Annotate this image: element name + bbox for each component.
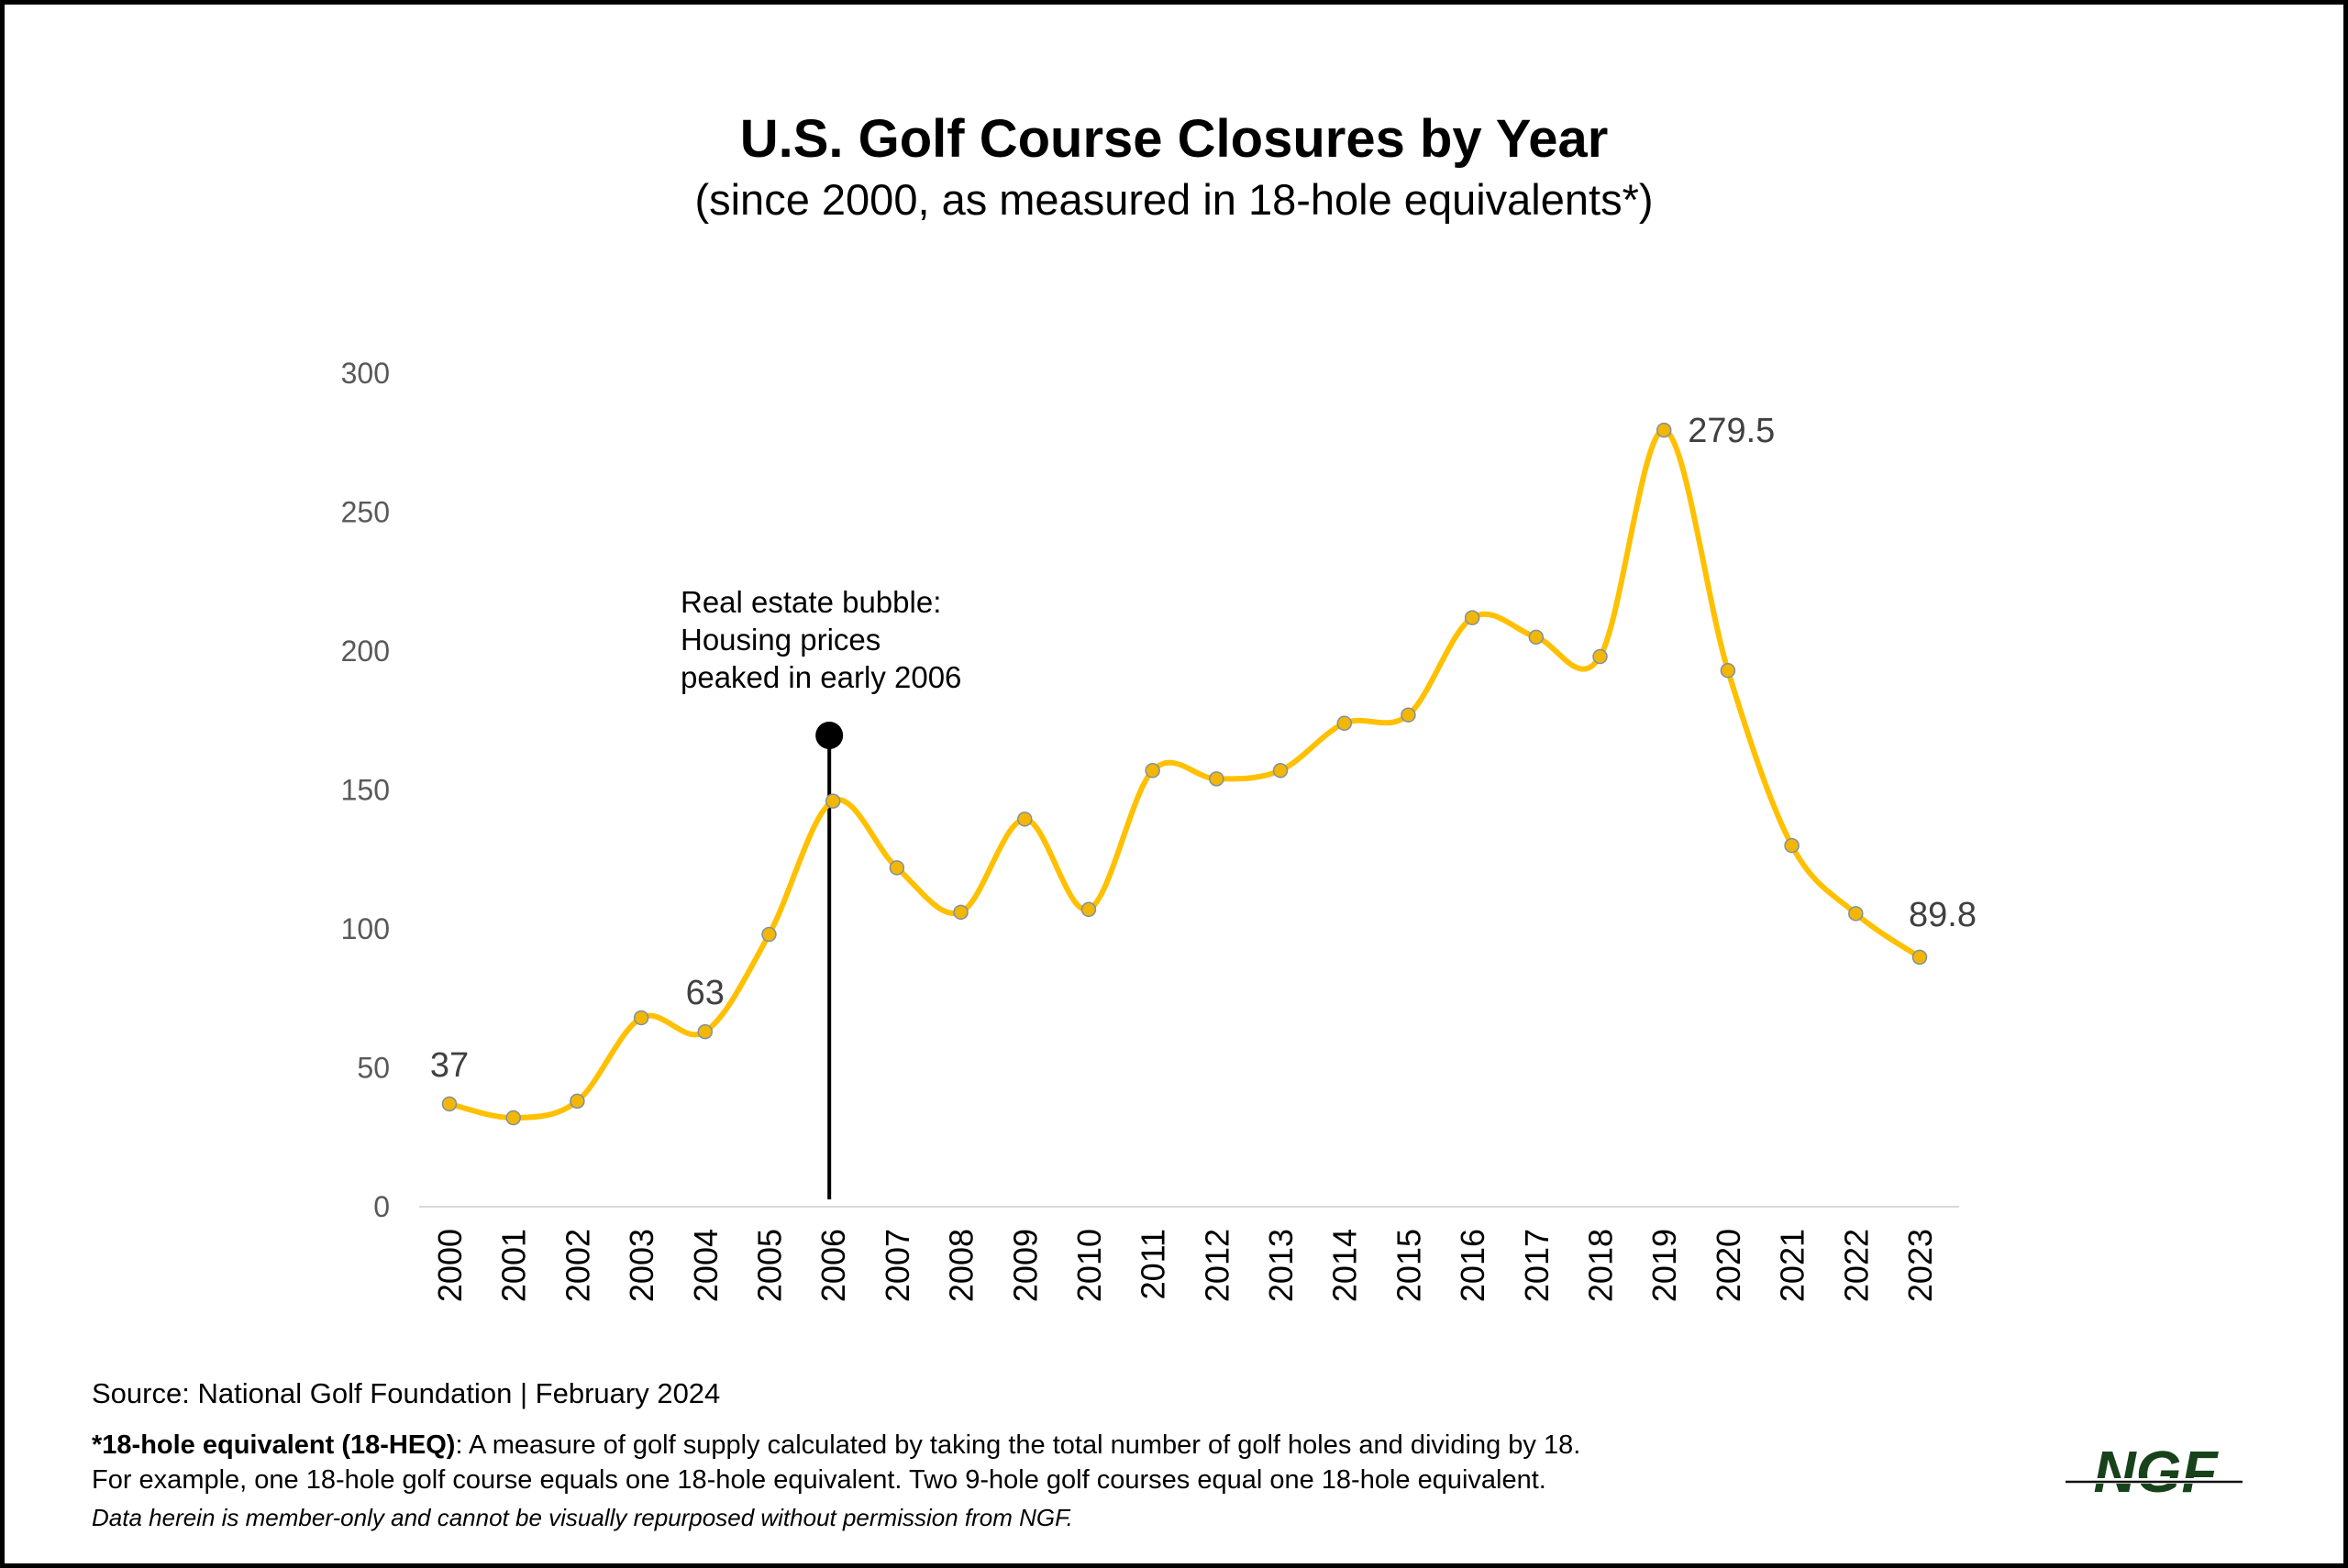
data-point [570, 1093, 585, 1110]
data-point [889, 860, 905, 876]
data-point [1464, 610, 1480, 625]
y-tick-label: 50 [357, 1052, 390, 1085]
data-point [441, 1096, 458, 1112]
data-point [953, 904, 969, 921]
source-note: Source: National Golf Foundation | Febru… [92, 1377, 721, 1409]
data-label: 63 [686, 974, 725, 1012]
data-label: 37 [430, 1046, 469, 1085]
data-point [633, 1010, 649, 1026]
x-tick-label: 2007 [879, 1229, 916, 1302]
chart-title: U.S. Golf Course Closures by Year [739, 109, 1609, 169]
x-tick-label: 2008 [943, 1229, 980, 1302]
annotation-marker [815, 722, 844, 749]
x-tick-label: 2010 [1070, 1229, 1108, 1302]
series-line [449, 427, 1922, 1121]
x-tick-label: 2022 [1837, 1229, 1875, 1302]
data-point [1145, 763, 1160, 778]
footnote-text: : A measure of golf supply calculated by… [455, 1430, 1581, 1460]
x-tick-label: 2013 [1262, 1229, 1300, 1302]
x-tick-label: 2017 [1518, 1229, 1556, 1302]
data-point [825, 793, 841, 809]
annotation-text: Housing prices [681, 623, 880, 657]
data-point [505, 1110, 521, 1126]
x-tick-label: 2011 [1135, 1229, 1172, 1299]
data-point [1592, 648, 1608, 665]
x-tick-label: 2000 [431, 1229, 469, 1302]
y-tick-label: 0 [373, 1190, 390, 1223]
x-tick-label: 2006 [814, 1229, 852, 1302]
annotation-text: Real estate bubble: [681, 585, 941, 619]
x-tick-label: 2009 [1006, 1229, 1044, 1302]
data-point [1720, 662, 1736, 679]
x-tick-label: 2016 [1454, 1229, 1491, 1302]
footnote-line2: For example, one 18-hole golf course equ… [92, 1465, 1546, 1495]
x-tick-label: 2004 [687, 1229, 725, 1302]
x-tick-label: 2002 [559, 1229, 596, 1302]
ngf-logo-text: NGF [2093, 1444, 2219, 1505]
x-tick-label: 2005 [750, 1229, 788, 1302]
footnote-term: *18-hole equivalent (18-HEQ) [92, 1430, 456, 1460]
x-tick-label: 2023 [1901, 1229, 1939, 1302]
y-tick-label: 150 [341, 774, 390, 807]
x-tick-label: 2019 [1645, 1229, 1683, 1302]
x-tick-label: 2021 [1774, 1229, 1811, 1302]
data-point [1784, 837, 1800, 854]
data-point [1272, 763, 1289, 778]
disclaimer: Data herein is member-only and cannot be… [92, 1504, 1073, 1531]
x-tick-label: 2020 [1710, 1229, 1747, 1302]
y-tick-label: 100 [341, 912, 390, 945]
data-point [1656, 422, 1672, 438]
chart-subtitle: (since 2000, as measured in 18-hole equi… [694, 175, 1654, 224]
data-point [1336, 715, 1352, 732]
data-point [1080, 901, 1097, 918]
data-point [1848, 906, 1864, 922]
data-label: 279.5 [1688, 412, 1775, 450]
ngf-logo: NGF [2066, 1444, 2243, 1505]
x-tick-label: 2012 [1198, 1229, 1235, 1302]
y-tick-label: 300 [341, 357, 390, 390]
x-tick-label: 2015 [1390, 1229, 1427, 1302]
x-tick-label: 2014 [1326, 1229, 1364, 1302]
x-tick-label: 2018 [1582, 1229, 1620, 1302]
data-point [1528, 629, 1545, 646]
x-tick-label: 2003 [623, 1229, 660, 1302]
data-point [697, 1023, 714, 1040]
data-point [1017, 812, 1033, 827]
y-tick-label: 200 [341, 635, 390, 668]
data-point [1911, 949, 1928, 966]
data-point [761, 926, 777, 943]
y-tick-label: 250 [341, 496, 390, 529]
annotation-text: peaked in early 2006 [681, 660, 961, 694]
x-tick-label: 2001 [495, 1229, 533, 1302]
footnote: *18-hole equivalent (18-HEQ): A measure … [92, 1430, 1580, 1461]
data-label: 89.8 [1909, 896, 1977, 934]
data-point [1209, 771, 1224, 787]
data-point [1401, 707, 1416, 723]
